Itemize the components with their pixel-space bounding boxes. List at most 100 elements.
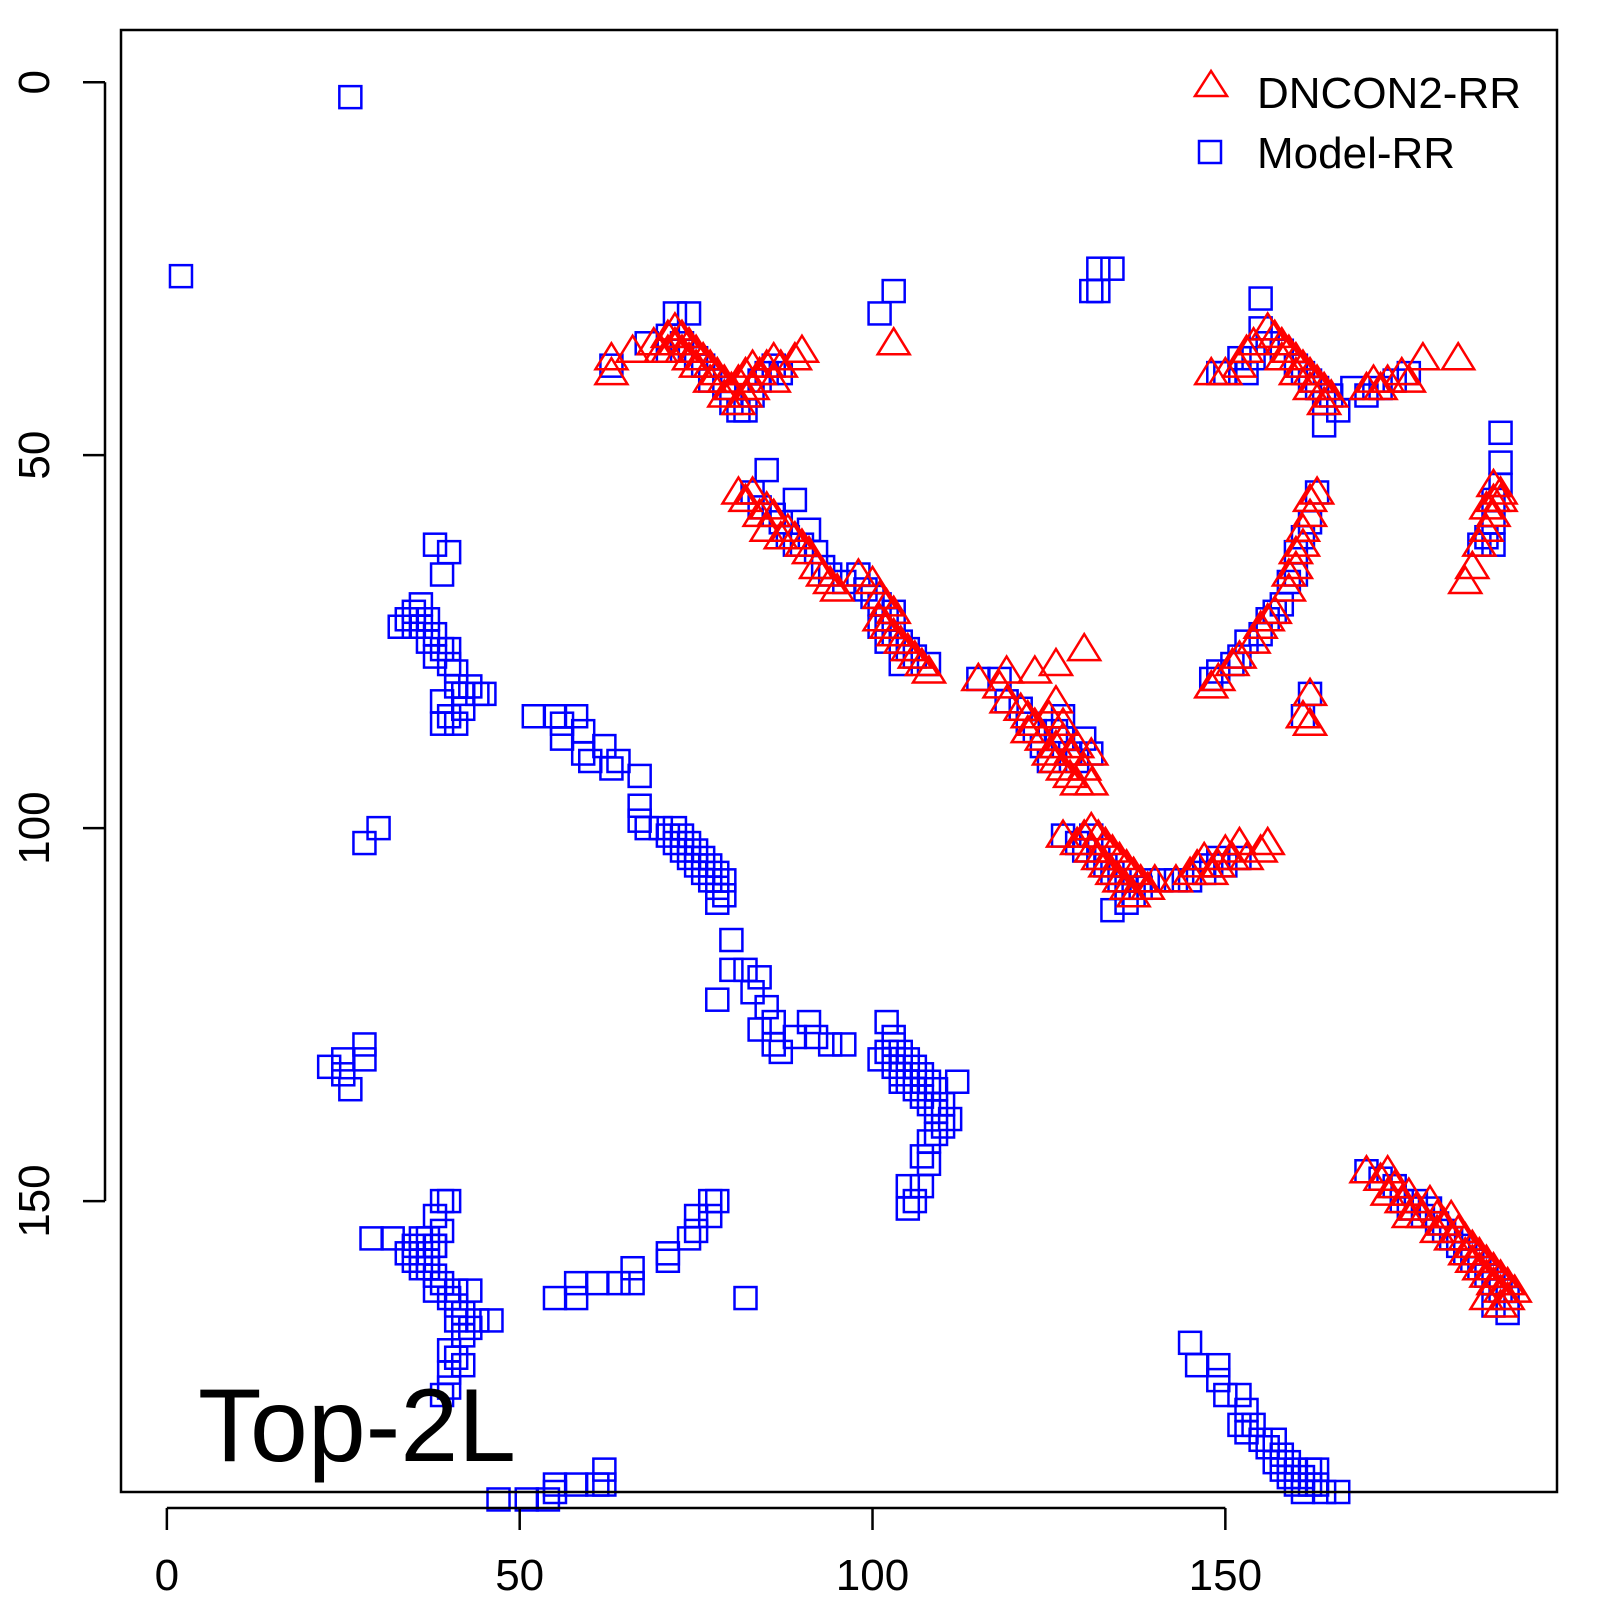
dncon2-rr-point — [1496, 1273, 1533, 1303]
dncon2-rr-point — [769, 512, 807, 543]
dncon2-rr-point — [1192, 355, 1230, 386]
model-rr-point — [817, 1032, 843, 1057]
model-rr-point — [832, 1032, 857, 1057]
dncon2-rr-point — [1461, 1235, 1498, 1266]
model-rr-point — [1227, 1382, 1252, 1408]
model-rr-point — [803, 1024, 829, 1050]
model-rr-point — [747, 965, 772, 990]
dncon2-rr-point — [868, 609, 905, 639]
model-rr-point — [733, 1285, 758, 1311]
model-rr-point — [683, 1203, 709, 1229]
dncon2-rr-point — [1200, 661, 1237, 692]
chart-annotation: Top-2L — [198, 1368, 516, 1484]
model-rr-point — [592, 1472, 617, 1497]
dncon2-rr-point — [677, 333, 715, 363]
model-rr-point — [436, 539, 462, 565]
model-rr-point — [1255, 1434, 1280, 1460]
dncon2-rr-point — [748, 490, 785, 520]
model-rr-point — [719, 957, 744, 983]
model-rr-point — [606, 1270, 631, 1296]
dncon2-rr-point — [1404, 340, 1442, 371]
dncon2-rr-point — [748, 512, 785, 543]
dncon2-rr-point — [1101, 840, 1138, 871]
model-rr-point — [740, 979, 765, 1005]
dncon2-rr-point — [762, 348, 800, 378]
dncon2-rr-point — [1221, 348, 1258, 378]
dncon2-rr-point — [727, 482, 764, 513]
model-rr-point — [930, 1114, 956, 1139]
dncon2-rr-point — [1235, 624, 1272, 654]
dncon2-rr-point — [875, 325, 912, 356]
model-rr-point — [422, 532, 448, 557]
model-rr-point — [1086, 278, 1111, 304]
model-rr-point — [592, 1457, 617, 1482]
dncon2-rr-point — [1369, 1176, 1406, 1206]
model-rr-point — [429, 1382, 455, 1408]
model-rr-point — [338, 1076, 363, 1102]
dncon2-rr-point — [593, 355, 630, 386]
dncon2-rr-point — [1129, 870, 1166, 901]
dncon2-rr-point — [1284, 527, 1322, 557]
dncon2-rr-point — [1065, 631, 1103, 662]
dncon2-rr-point — [1454, 1228, 1491, 1259]
model-rr-point — [1206, 1352, 1231, 1378]
dncon2-rr-point — [1094, 833, 1131, 863]
dncon2-rr-point — [1291, 482, 1329, 513]
plot-frame — [119, 28, 1559, 1494]
dncon2-rr-point — [734, 475, 771, 505]
model-rr-point — [429, 1270, 455, 1296]
x-tick-label: 100 — [836, 1551, 909, 1600]
model-rr-point — [352, 1032, 377, 1057]
model-rr-point — [401, 614, 427, 639]
dncon2-rr-point — [1192, 855, 1230, 886]
model-rr-point — [937, 1106, 963, 1132]
dncon2-rr-point — [1447, 564, 1484, 595]
dncon2-rr-point — [1073, 833, 1110, 863]
dncon2-rr-point — [663, 318, 701, 349]
dncon2-rr-point — [776, 519, 814, 550]
dncon2-rr-point — [1291, 706, 1329, 736]
dncon2-rr-point — [1094, 855, 1131, 886]
model-rr-point — [352, 830, 377, 856]
model-rr-point — [436, 703, 462, 729]
dncon2-rr-point — [1030, 736, 1068, 766]
model-rr-point — [408, 1241, 434, 1266]
dncon2-rr-point — [1037, 646, 1075, 677]
x-tick-label: 150 — [1189, 1551, 1262, 1600]
model-rr-point — [683, 1218, 709, 1244]
model-rr-point — [168, 263, 194, 289]
dncon2-rr-point — [1073, 810, 1110, 841]
model-rr-point — [1248, 1427, 1273, 1453]
dncon2-rr-point — [1101, 862, 1138, 893]
dncon2-rr-point — [783, 333, 821, 363]
dncon2-rr-point — [1390, 363, 1428, 393]
dncon2-rr-point — [1051, 758, 1089, 789]
model-rr-point — [563, 703, 589, 729]
model-rr-point — [401, 1248, 427, 1274]
model-rr-point — [705, 875, 730, 901]
dncon2-rr-point — [691, 348, 729, 378]
dncon2-rr-point — [1249, 601, 1286, 632]
dncon2-rr-point — [811, 564, 849, 595]
dncon2-rr-point — [1051, 736, 1089, 766]
dncon2-rr-point — [1228, 840, 1265, 871]
dncon2-rr-point — [1037, 728, 1075, 759]
model-rr-point — [599, 353, 624, 378]
x-tick-label: 50 — [495, 1551, 544, 1600]
dncon2-rr-point — [1461, 527, 1498, 557]
model-rr-point — [599, 756, 624, 781]
dncon2-rr-point — [1270, 333, 1308, 363]
dncon2-rr-point — [1362, 370, 1399, 401]
model-rr-point — [401, 599, 427, 625]
model-rr-point — [768, 1039, 794, 1065]
dncon2-rr-point — [875, 616, 912, 647]
x-tick-label: 0 — [155, 1551, 179, 1600]
legend: DNCON2-RR Model-RR — [1192, 68, 1521, 178]
model-rr-point — [1304, 1457, 1330, 1482]
model-rr-point — [923, 1121, 949, 1147]
dncon2-rr-point — [861, 601, 898, 632]
model-rr-point — [352, 1047, 377, 1072]
model-rr-point — [479, 1308, 504, 1333]
dncon2-rr-point — [1263, 325, 1301, 356]
